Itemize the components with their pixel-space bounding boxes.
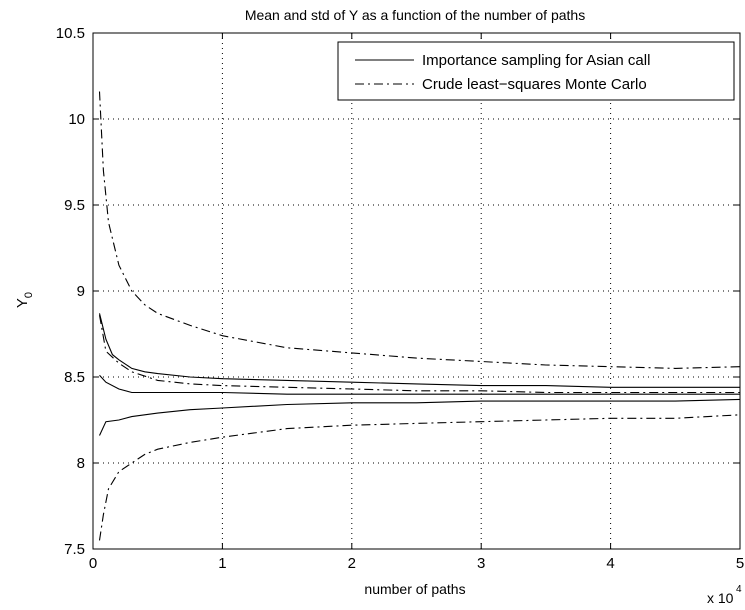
series-line-crude-lsmc-mean [98, 315, 740, 394]
grid [93, 33, 740, 549]
y-tick-label: 10.5 [56, 25, 85, 42]
y-axis-label: Y0 [14, 292, 35, 308]
x-tick-label: 0 [89, 555, 97, 572]
ticks [92, 32, 741, 550]
y-axis-label-main: Y [14, 298, 31, 308]
x-tick-label: 5 [736, 555, 744, 572]
y-tick-labels: 7.5 8 8.5 9 9.5 10 10.5 [56, 25, 85, 558]
x-axis-label: number of paths [364, 581, 465, 597]
y-tick-label: 7.5 [64, 541, 85, 558]
x-tick-labels: 0 1 2 3 4 5 [89, 555, 744, 572]
y-axis-label-sub: 0 [23, 292, 35, 298]
svg-text:Y0: Y0 [14, 292, 35, 308]
x-tick-label: 1 [218, 555, 226, 572]
chart-title: Mean and std of Y as a function of the n… [245, 7, 585, 23]
x-tick-label: 4 [606, 555, 614, 572]
series-line-crude-lsmc-mean-minus-std [98, 414, 741, 541]
x-tick-label: 3 [477, 555, 485, 572]
y-tick-label: 8 [77, 455, 85, 472]
x-multiplier-base: x 10 [707, 590, 734, 606]
legend-label-crude-lsmc: Crude least−squares Monte Carlo [422, 76, 647, 93]
series-line-importance-sampling-mean [99, 374, 740, 395]
x-multiplier: x 10 4 [707, 584, 742, 606]
legend-label-importance-sampling: Importance sampling for Asian call [422, 52, 650, 69]
y-tick-label: 10 [68, 111, 85, 128]
x-tick-label: 2 [348, 555, 356, 572]
series-line-importance-sampling-mean-plus-minus-std [98, 313, 740, 388]
series-layer [98, 91, 741, 541]
y-tick-label: 8.5 [64, 369, 85, 386]
series-line-crude-lsmc-mean-plus-minus-std [98, 91, 741, 369]
x-multiplier-exponent: 4 [736, 584, 742, 595]
legend: Importance sampling for Asian call Crude… [337, 41, 735, 101]
legend-box [337, 41, 735, 101]
y-tick-label: 9 [77, 283, 85, 300]
y-tick-label: 9.5 [64, 197, 85, 214]
series-line-importance-sampling-mean-minus-std [99, 398, 741, 436]
